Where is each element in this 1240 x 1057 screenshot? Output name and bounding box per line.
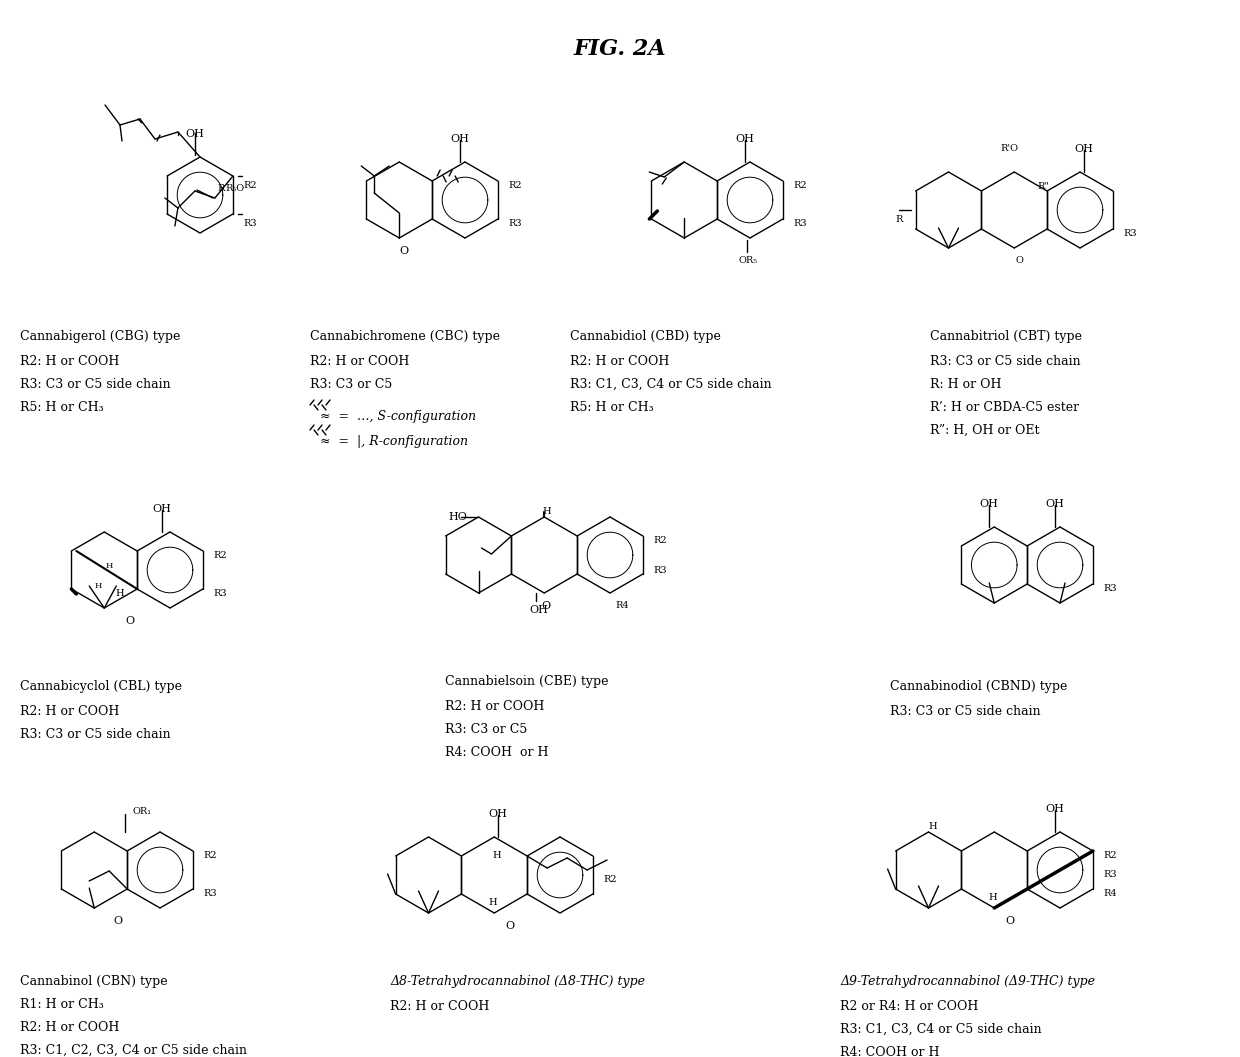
Text: OH: OH	[1045, 804, 1064, 814]
Text: OH: OH	[735, 134, 754, 144]
Text: R3: C3 or C5: R3: C3 or C5	[445, 723, 527, 736]
Text: OH: OH	[529, 605, 548, 615]
Text: R3: R3	[794, 219, 807, 228]
Text: FIG. 2A: FIG. 2A	[574, 38, 666, 60]
Text: Cannabichromene (CBC) type: Cannabichromene (CBC) type	[310, 330, 500, 344]
Text: O: O	[113, 916, 123, 926]
Text: R3: R3	[1123, 229, 1137, 238]
Text: OH: OH	[186, 129, 205, 140]
Text: Cannabinodiol (CBND) type: Cannabinodiol (CBND) type	[890, 680, 1068, 693]
Text: HO: HO	[449, 512, 467, 522]
Text: R3: R3	[203, 889, 217, 898]
Text: R3: R3	[243, 219, 257, 228]
Text: Cannabidiol (CBD) type: Cannabidiol (CBD) type	[570, 330, 720, 344]
Text: ≈  =  |, R-configuration: ≈ = |, R-configuration	[320, 435, 467, 448]
Text: R3: R3	[213, 589, 227, 598]
Text: Cannabitriol (CBT) type: Cannabitriol (CBT) type	[930, 330, 1083, 344]
Text: Δ8-Tetrahydrocannabinol (Δ8-THC) type: Δ8-Tetrahydrocannabinol (Δ8-THC) type	[391, 975, 645, 988]
Text: R4: COOH or H: R4: COOH or H	[839, 1046, 940, 1057]
Text: R4: R4	[615, 601, 629, 610]
Text: R3: C1, C2, C3, C4 or C5 side chain: R3: C1, C2, C3, C4 or C5 side chain	[20, 1044, 247, 1057]
Text: R'O: R'O	[1001, 144, 1018, 153]
Text: R₅O: R₅O	[224, 184, 244, 193]
Text: R: R	[895, 215, 903, 224]
Text: OR₅: OR₅	[739, 256, 758, 265]
Text: O: O	[399, 246, 409, 256]
Text: O: O	[125, 616, 134, 626]
Text: OH: OH	[489, 809, 507, 819]
Text: O: O	[542, 601, 551, 611]
Text: R4: COOH  or H: R4: COOH or H	[445, 746, 548, 759]
Text: R": R"	[1037, 182, 1049, 191]
Text: R2: R2	[508, 181, 522, 190]
Text: R2: R2	[794, 181, 807, 190]
Text: H: H	[105, 562, 113, 570]
Text: R3: C1, C3, C4 or C5 side chain: R3: C1, C3, C4 or C5 side chain	[839, 1023, 1042, 1036]
Text: R2: R2	[243, 181, 257, 190]
Text: Δ9-Tetrahydrocannabinol (Δ9-THC) type: Δ9-Tetrahydrocannabinol (Δ9-THC) type	[839, 975, 1095, 988]
Text: R2: R2	[203, 851, 217, 860]
Text: H: H	[492, 851, 501, 860]
Text: R1: H or CH₃: R1: H or CH₃	[20, 998, 104, 1010]
Text: R3: C3 or C5 side chain: R3: C3 or C5 side chain	[20, 378, 171, 391]
Text: R: H or OH: R: H or OH	[930, 378, 1002, 391]
Text: O: O	[1016, 256, 1023, 265]
Text: Cannabicyclol (CBL) type: Cannabicyclol (CBL) type	[20, 680, 182, 693]
Text: R2: H or COOH: R2: H or COOH	[391, 1000, 490, 1013]
Text: R2: R2	[653, 536, 667, 545]
Text: R2: R2	[213, 551, 227, 560]
Text: R2: H or COOH: R2: H or COOH	[310, 355, 409, 368]
Text: R2: H or COOH: R2: H or COOH	[570, 355, 670, 368]
Text: OH: OH	[153, 504, 171, 514]
Text: OH: OH	[980, 499, 998, 509]
Text: R2: H or COOH: R2: H or COOH	[20, 705, 119, 718]
Text: R’: H or CBDA-C5 ester: R’: H or CBDA-C5 ester	[930, 401, 1079, 414]
Text: Cannabigerol (CBG) type: Cannabigerol (CBG) type	[20, 330, 180, 344]
Text: R3: C1, C3, C4 or C5 side chain: R3: C1, C3, C4 or C5 side chain	[570, 378, 771, 391]
Text: R3: R3	[1104, 870, 1117, 879]
Text: H: H	[115, 589, 124, 598]
Text: R3: R3	[1104, 585, 1117, 593]
Text: H: H	[489, 897, 496, 907]
Text: R5: H or CH₃: R5: H or CH₃	[20, 401, 104, 414]
Text: R5: H or CH₃: R5: H or CH₃	[570, 401, 653, 414]
Text: H: H	[94, 582, 102, 590]
Text: H: H	[542, 507, 551, 516]
Text: ≈  =  …, S-configuration: ≈ = …, S-configuration	[320, 410, 476, 423]
Text: OR₁: OR₁	[133, 806, 151, 816]
Text: R3: C3 or C5 side chain: R3: C3 or C5 side chain	[20, 728, 171, 741]
Text: R3: C3 or C5 side chain: R3: C3 or C5 side chain	[930, 355, 1080, 368]
Text: OH: OH	[450, 134, 470, 144]
Text: R2: H or COOH: R2: H or COOH	[20, 355, 119, 368]
Text: R2: H or COOH: R2: H or COOH	[20, 1021, 119, 1034]
Text: R2 or R4: H or COOH: R2 or R4: H or COOH	[839, 1000, 978, 1013]
Text: H: H	[988, 893, 997, 902]
Text: R3: C3 or C5 side chain: R3: C3 or C5 side chain	[890, 705, 1040, 718]
Text: R: R	[217, 184, 224, 193]
Text: R3: C3 or C5: R3: C3 or C5	[310, 378, 392, 391]
Text: O: O	[506, 921, 515, 931]
Text: R2: R2	[1104, 851, 1117, 860]
Text: O: O	[1006, 916, 1014, 926]
Text: Cannabielsoin (CBE) type: Cannabielsoin (CBE) type	[445, 675, 609, 688]
Text: R”: H, OH or OEt: R”: H, OH or OEt	[930, 424, 1039, 437]
Text: OH: OH	[1074, 144, 1094, 154]
Text: R3: R3	[653, 567, 667, 575]
Text: R2: R2	[603, 875, 616, 884]
Text: Cannabinol (CBN) type: Cannabinol (CBN) type	[20, 975, 167, 988]
Text: R3: R3	[508, 219, 522, 228]
Text: OH: OH	[1045, 499, 1064, 509]
Text: H: H	[928, 822, 936, 831]
Text: R4: R4	[1104, 889, 1117, 898]
Text: R2: H or COOH: R2: H or COOH	[445, 700, 544, 713]
